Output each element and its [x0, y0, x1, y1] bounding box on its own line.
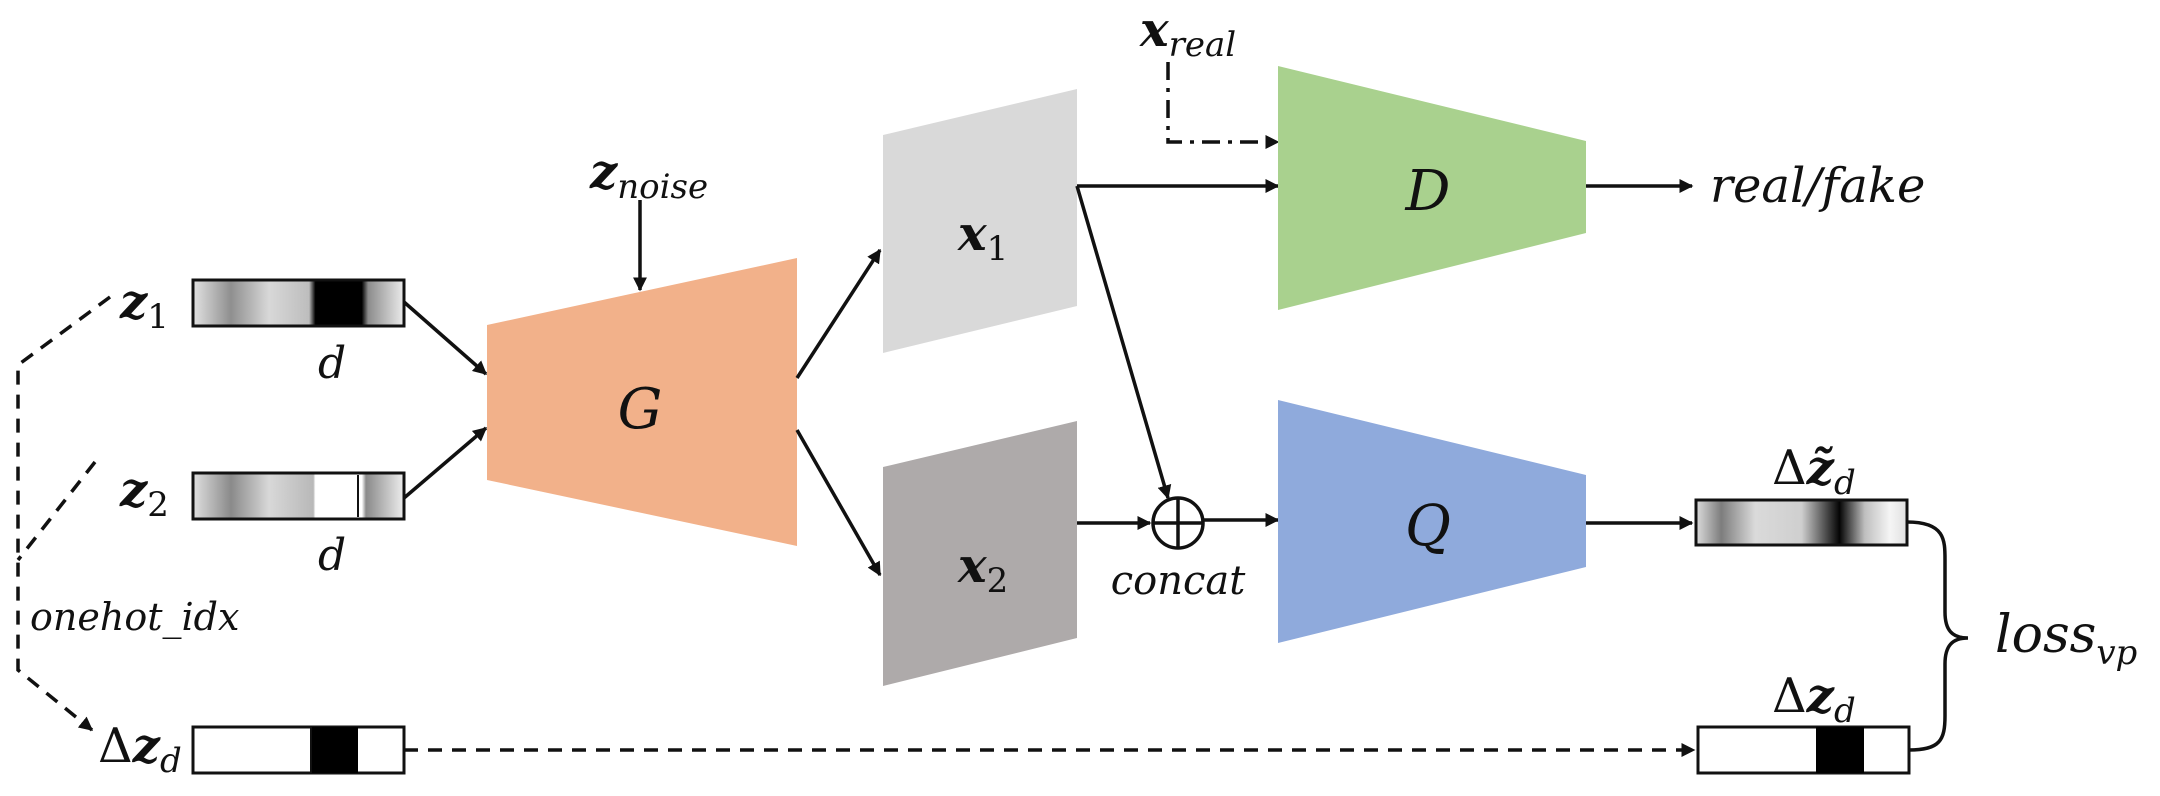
- delta-z-tilde-label: Δz̃d: [1772, 440, 1856, 503]
- arrow-g-to-x1: [795, 248, 882, 379]
- concat-operator: [1151, 496, 1205, 550]
- dashed-link-z2: [16, 460, 97, 562]
- concat-label: concat: [1111, 558, 1246, 604]
- discriminator-label: D: [1405, 159, 1451, 224]
- d-label-top: d: [318, 338, 346, 389]
- q-network-label: Q: [1405, 494, 1451, 559]
- arrow-g-to-x2: [795, 429, 882, 577]
- arrow-xreal-to-d: [1166, 62, 1280, 149]
- z1-group: z1 d: [119, 274, 406, 389]
- z1-label: z1: [119, 274, 169, 337]
- discriminator-block: [1278, 66, 1586, 310]
- delta-z-label: Δzd: [98, 718, 182, 781]
- dashed-link-z1: [16, 295, 112, 732]
- d-label-bottom: d: [318, 530, 346, 581]
- x2-label: x2: [957, 538, 1008, 601]
- delta-z-group: Δzd: [98, 718, 406, 781]
- delta-z-target-onehot-cell: [1816, 727, 1864, 773]
- delta-z-target-vector: [1696, 725, 1911, 775]
- z2-group: z2 d: [119, 462, 406, 581]
- delta-z-onehot-cell: [311, 727, 358, 773]
- loss-label: lossvp: [1995, 605, 2137, 673]
- x1-label: x1: [957, 206, 1008, 269]
- x2-block: [883, 421, 1077, 686]
- z1-vector: [191, 278, 406, 328]
- delta-z-target-label: Δzd: [1772, 668, 1856, 731]
- z2-vector: [191, 471, 406, 521]
- loss-brace: [1906, 520, 1969, 752]
- delta-z-tilde-vector: [1694, 498, 1909, 547]
- onehot-label: onehot_idx: [30, 595, 239, 640]
- delta-z-vector: [191, 725, 406, 775]
- generator-block: [487, 258, 797, 546]
- output-label: real/fake: [1710, 158, 1925, 214]
- arrow-x1-to-concat: [1075, 185, 1172, 500]
- q-network-block: [1278, 400, 1586, 643]
- x-real-label: xreal: [1139, 2, 1236, 65]
- x1-block: [883, 89, 1077, 353]
- generator-label: G: [618, 377, 663, 442]
- arrow-z2-to-g: [402, 426, 488, 500]
- z2-label: z2: [119, 462, 169, 525]
- arrow-z1-to-g: [402, 300, 488, 376]
- z-noise-label: znoise: [589, 144, 708, 207]
